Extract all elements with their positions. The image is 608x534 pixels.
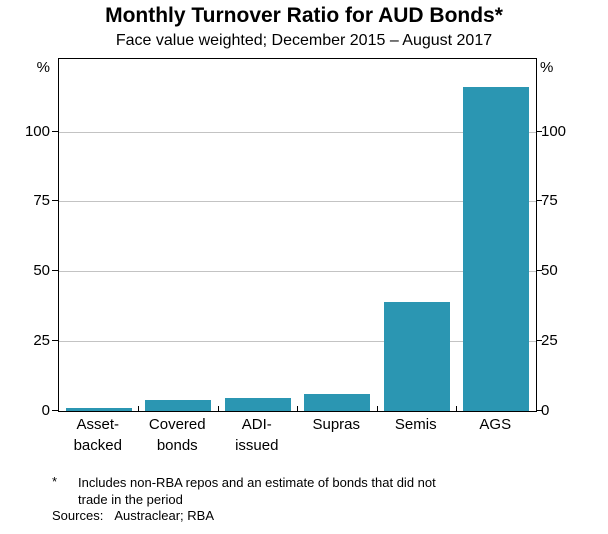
x-axis-slot-tick [138,406,139,411]
y-axis-unit-right: % [540,59,554,76]
bar-4 [383,302,450,411]
y-tick-label-left-100: 100 [24,122,50,140]
y-tick-label-left-75: 75 [33,192,50,210]
sources-row: Sources: Austraclear; RBA [52,508,214,523]
bar-5 [463,87,530,411]
y-tick-label-right-50: 50 [541,262,558,280]
sources-label: Sources: [52,508,104,523]
chart-title: Monthly Turnover Ratio for AUD Bonds* [105,4,503,27]
y-outer-tick-right [536,200,542,202]
bar-3 [304,394,371,411]
y-tick-label-left-0: 0 [41,402,50,419]
gridline-50 [59,271,536,273]
y-outer-tick-left [52,270,58,272]
footnote-marker: * [52,474,58,489]
y-tick-label-left-50: 50 [33,262,50,280]
x-category-label-5: AGS [479,416,512,433]
y-outer-tick-left [52,410,58,411]
gridline-100 [59,131,536,133]
bar-1 [145,400,212,411]
y-outer-tick-right [536,130,542,132]
bar-0 [65,408,132,411]
bar-2 [224,398,291,411]
gridline-25 [59,341,536,343]
x-category-label-2: ADI- issued [235,416,279,454]
plot-area [58,58,537,412]
x-category-label-4: Semis [394,416,437,433]
x-axis-slot-tick [376,406,378,411]
y-outer-tick-right [536,270,542,272]
y-outer-tick-left [52,340,58,342]
y-tick-label-right-75: 75 [541,192,558,210]
y-tick-label-left-25: 25 [33,332,50,350]
x-axis-slot-tick [217,406,219,411]
y-tick-label-right-25: 25 [541,332,558,350]
x-axis-slot-tick [456,406,457,411]
x-category-label-0: Asset- backed [73,416,122,454]
y-tick-label-right-0: 0 [541,402,550,419]
chart-subtitle: Face value weighted; December 2015 – Aug… [115,32,493,49]
footnote-text: Includes non-RBA repos and an estimate o… [78,475,436,507]
x-axis-slot-tick [297,406,298,411]
y-outer-tick-left [52,130,58,132]
x-category-label-3: Supras [312,416,361,433]
y-tick-label-right-100: 100 [541,122,567,140]
gridline-75 [59,201,536,203]
y-outer-tick-left [52,200,58,202]
y-outer-tick-right [536,410,542,411]
sources-value: Austraclear; RBA [114,508,215,523]
x-category-label-1: Covered bonds [148,416,206,454]
y-axis-unit-left: % [36,59,50,76]
y-outer-tick-right [536,340,542,342]
